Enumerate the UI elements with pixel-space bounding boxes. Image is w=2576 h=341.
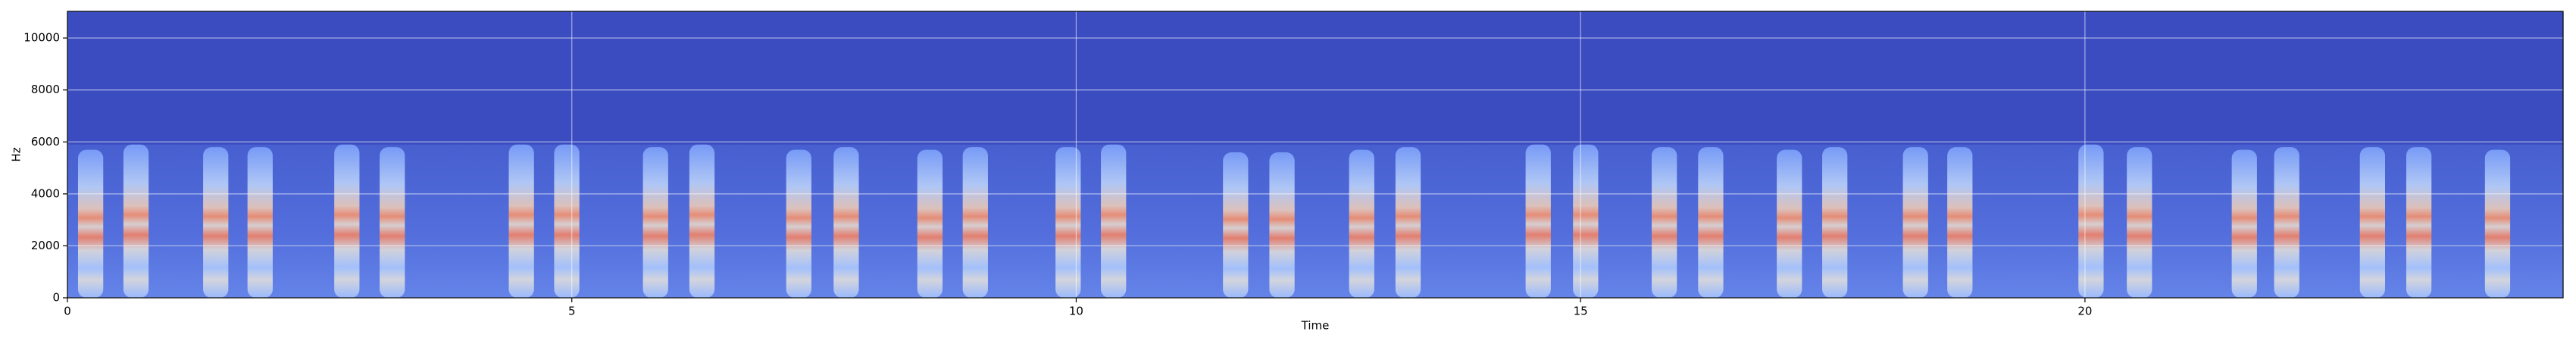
burst — [77, 149, 104, 298]
burst — [2231, 149, 2257, 298]
x-tick-label: 10 — [1069, 305, 1083, 318]
burst — [247, 147, 273, 298]
burst — [1223, 152, 1249, 298]
y-tick-label: 6000 — [31, 135, 60, 149]
burst — [203, 147, 229, 298]
burst — [786, 149, 811, 298]
burst — [334, 144, 360, 298]
burst — [554, 144, 580, 298]
y-tick-label: 2000 — [31, 239, 60, 252]
burst — [1101, 144, 1127, 298]
burst — [380, 147, 405, 298]
burst — [642, 147, 668, 298]
burst — [2484, 149, 2511, 298]
x-tick-label: 0 — [64, 305, 71, 318]
burst — [1573, 144, 1599, 298]
burst — [508, 144, 534, 298]
burst — [1822, 147, 1848, 298]
burst — [2127, 147, 2152, 298]
burst — [1698, 147, 1724, 298]
x-tick-label: 5 — [568, 305, 576, 318]
y-tick-label: 8000 — [31, 83, 60, 96]
y-tick-label: 4000 — [31, 186, 60, 200]
x-tick-label: 20 — [2077, 305, 2092, 318]
burst — [1902, 147, 1928, 298]
burst — [833, 147, 859, 298]
burst — [689, 144, 715, 298]
burst — [2274, 147, 2299, 298]
x-axis-label: Time — [1301, 319, 1330, 333]
x-tick-label: 15 — [1574, 305, 1588, 318]
burst — [123, 144, 149, 298]
burst — [1349, 149, 1374, 298]
burst — [1395, 147, 1421, 298]
burst — [2359, 147, 2385, 298]
burst — [2078, 144, 2104, 298]
burst — [1947, 147, 1973, 298]
y-tick-label: 0 — [52, 291, 60, 305]
noise-band — [67, 144, 2563, 298]
y-tick-label: 10000 — [23, 31, 60, 45]
burst — [2406, 147, 2432, 298]
burst — [1269, 152, 1295, 298]
burst — [917, 149, 943, 298]
burst — [1777, 149, 1802, 298]
burst — [962, 147, 988, 298]
plot-frame — [67, 11, 2564, 299]
burst — [1652, 147, 1677, 298]
burst — [1525, 144, 1551, 298]
y-axis-label: Hz — [10, 147, 23, 161]
burst — [1055, 147, 1081, 298]
